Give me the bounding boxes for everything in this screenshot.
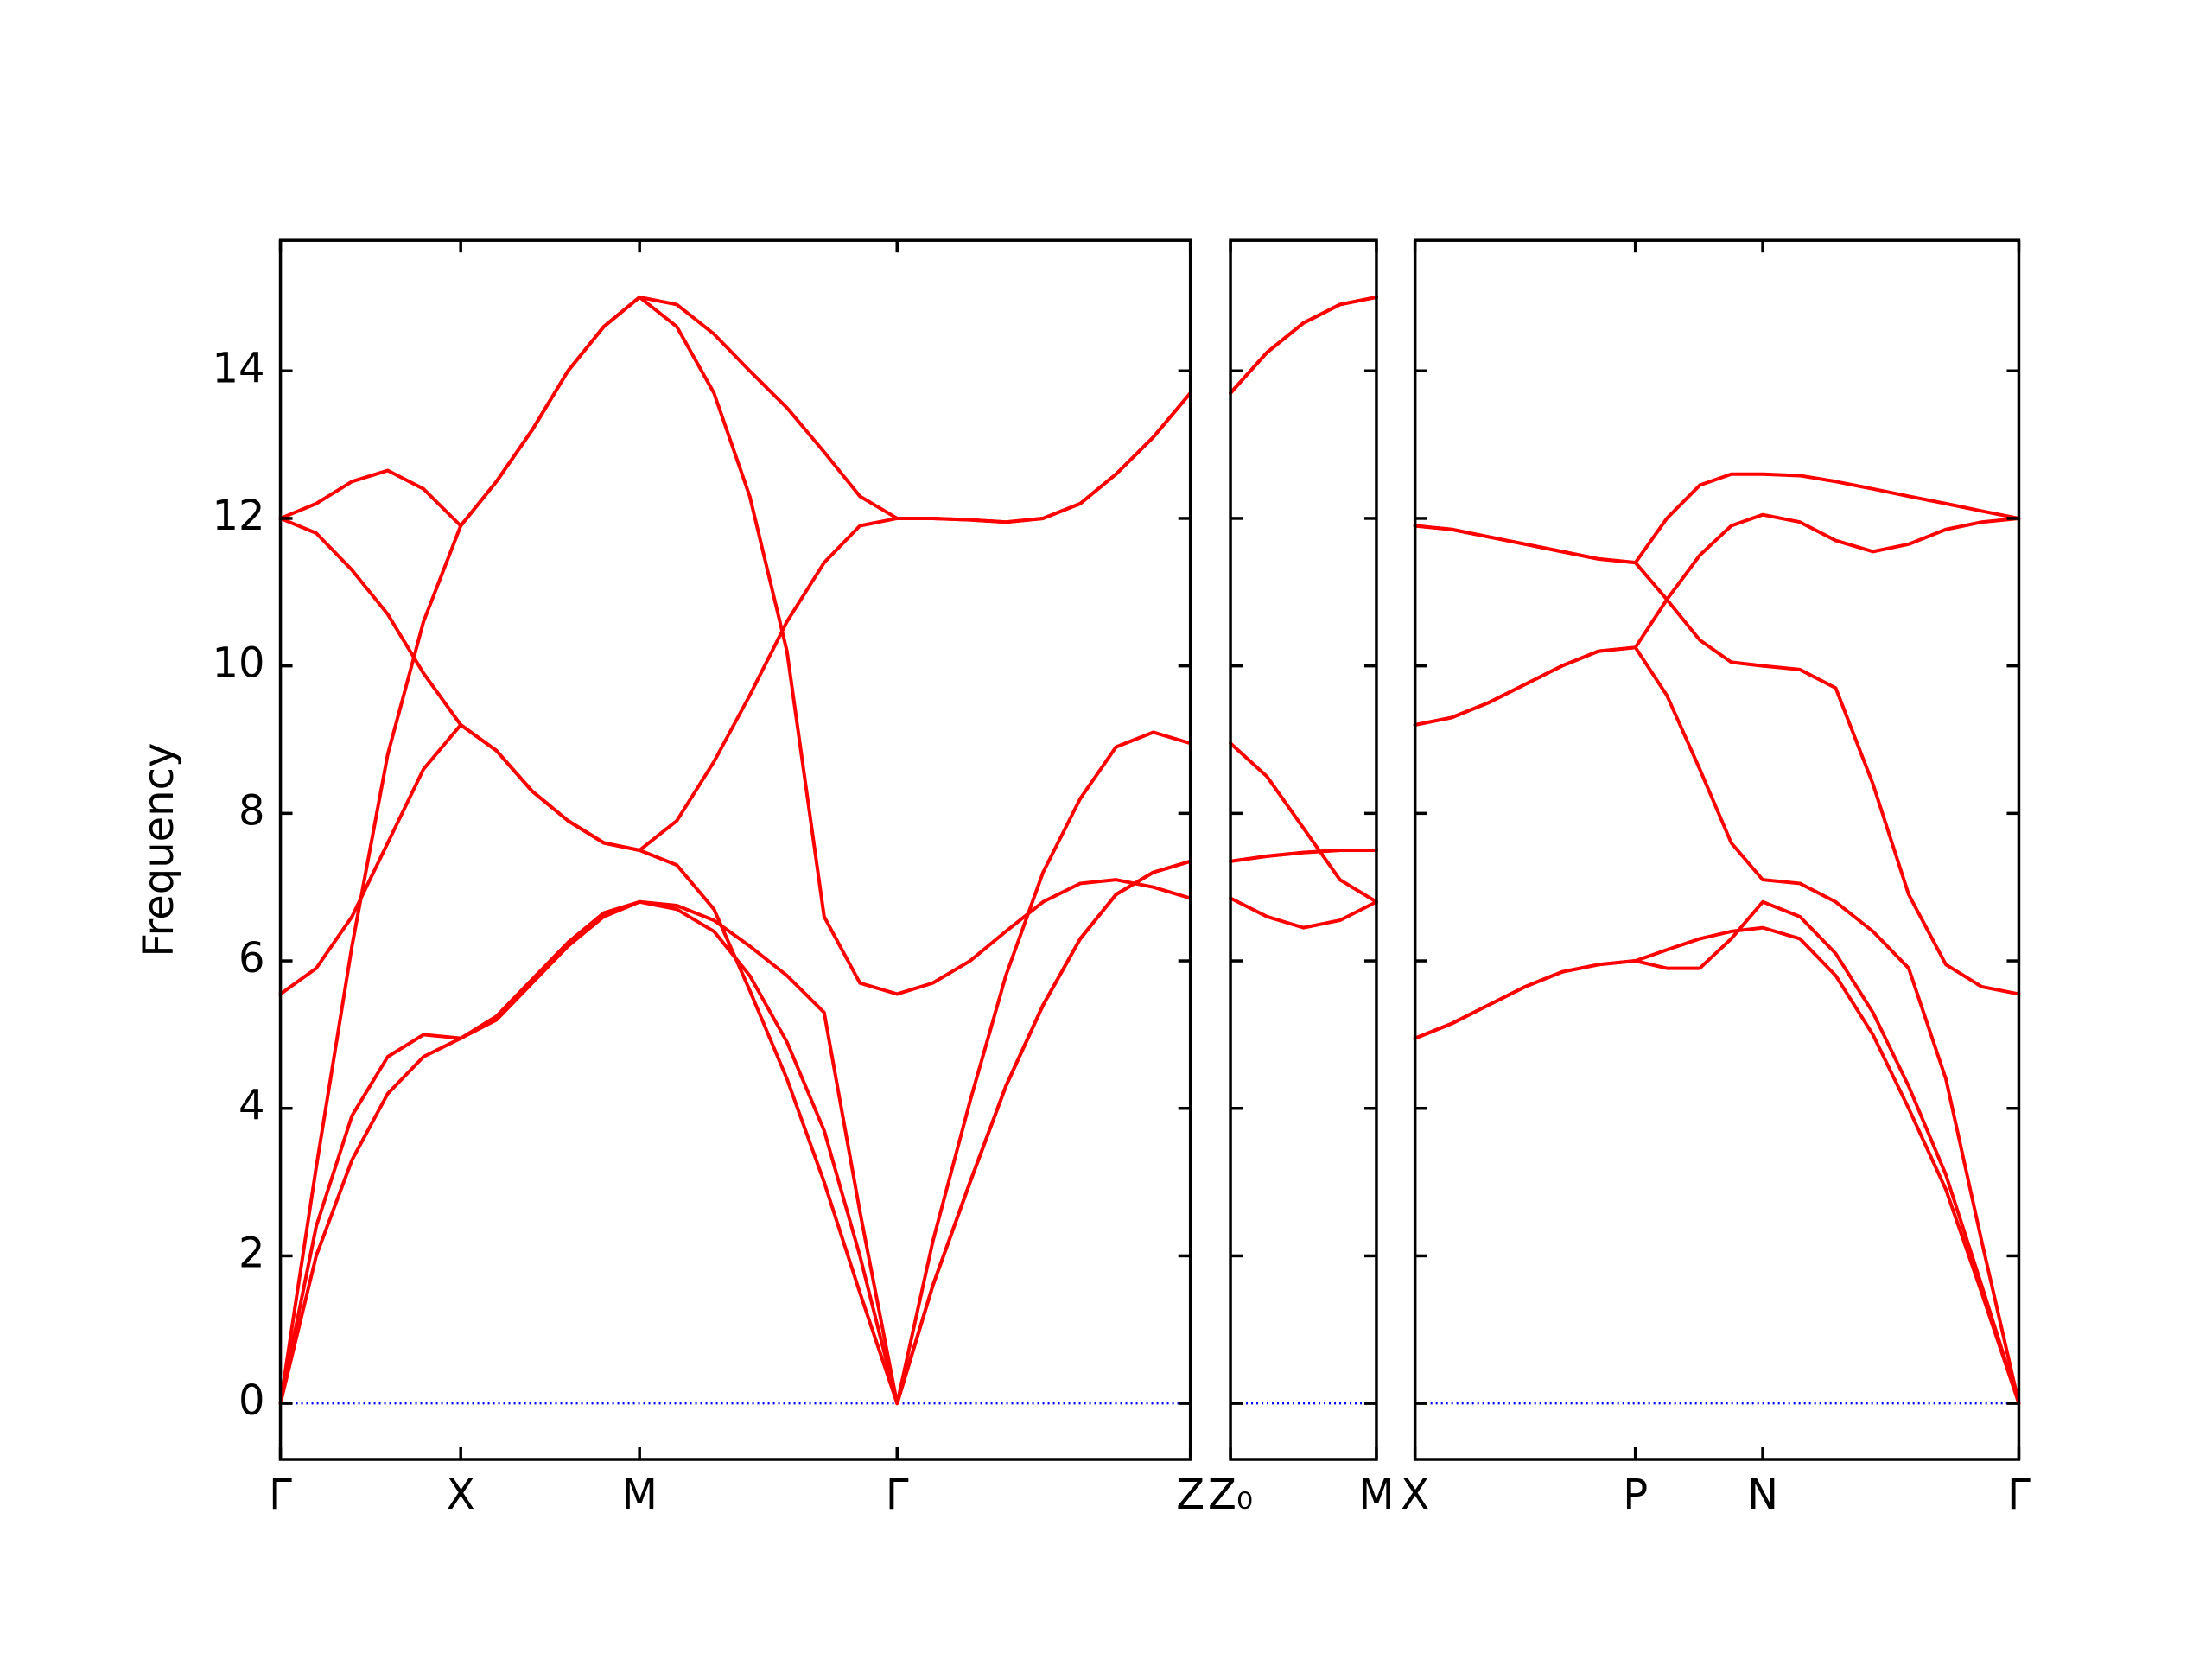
x-tick-label: P: [1623, 1471, 1648, 1519]
axes-frame: [278, 238, 1192, 1461]
y-axis-label: Frequency: [135, 743, 183, 957]
band-line: [1229, 295, 1378, 395]
x-tick-label: Z₀: [1208, 1471, 1253, 1519]
x-tick-label: Γ: [886, 1471, 909, 1519]
y-tick-label: 2: [238, 1229, 265, 1277]
band-line: [1413, 925, 2021, 1406]
axes-frame: [1229, 238, 1378, 1461]
x-tick-label: Z: [1176, 1471, 1205, 1519]
y-tick-label: 0: [238, 1376, 265, 1425]
x-tick-label: N: [1747, 1471, 1778, 1519]
y-tick-label: 14: [212, 344, 264, 392]
y-tick-label: 12: [212, 492, 264, 540]
band-line: [1229, 849, 1378, 863]
y-tick-label: 10: [212, 639, 264, 688]
x-tick-label: M: [621, 1471, 657, 1519]
band-line: [278, 722, 1192, 1406]
y-tick-label: 6: [238, 934, 265, 982]
y-tick-label: 4: [238, 1082, 265, 1130]
band-line: [278, 859, 1192, 1406]
y-tick-label: 8: [238, 786, 265, 835]
band-line: [1413, 472, 2021, 565]
x-tick-label: M: [1358, 1471, 1394, 1519]
band-line: [1229, 896, 1378, 930]
band-line: [1413, 512, 2021, 727]
x-tick-label: X: [447, 1471, 475, 1519]
axes-frame: [1413, 238, 2021, 1461]
band-line: [1229, 741, 1378, 904]
x-tick-label: Γ: [2007, 1471, 2031, 1519]
x-tick-label: X: [1401, 1471, 1429, 1519]
x-tick-label: Γ: [269, 1471, 292, 1519]
band-line: [278, 295, 1192, 1406]
band-line: [278, 295, 1192, 528]
